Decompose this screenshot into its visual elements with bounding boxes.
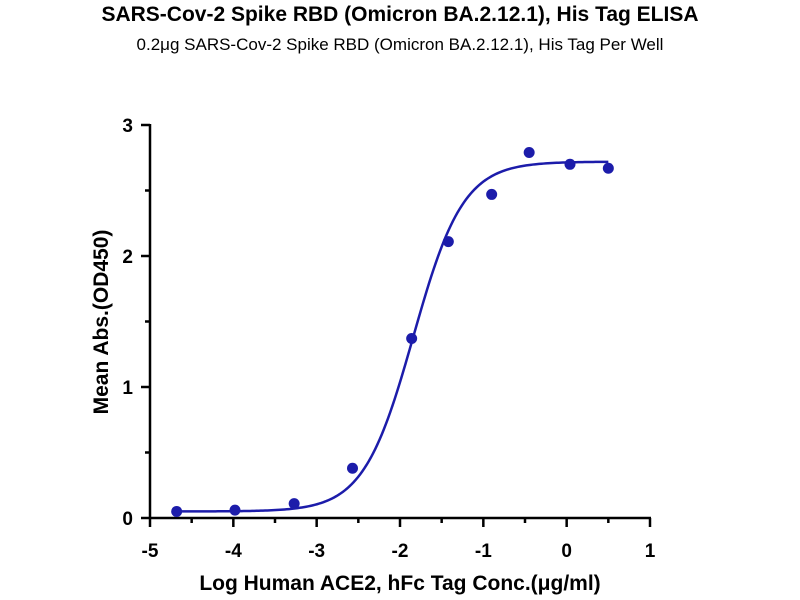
- y-axis-label: Mean Abs.(OD450): [90, 230, 113, 415]
- data-point: [171, 505, 183, 517]
- x-tick-label: -4: [225, 541, 242, 562]
- fit-curve: [176, 160, 609, 513]
- y-tick-label: 1: [122, 378, 133, 399]
- x-tick-label: -2: [392, 541, 409, 562]
- data-point: [564, 158, 576, 170]
- data-point: [288, 498, 300, 510]
- x-tick-label: 0: [561, 541, 572, 562]
- y-tick-label: 2: [122, 247, 133, 268]
- axes: 0 1 2 3 -5 -4 -3 -2 -1 0 1: [122, 116, 655, 562]
- data-point: [602, 162, 614, 174]
- data-point: [229, 504, 241, 516]
- data-point: [442, 236, 454, 248]
- data-point: [347, 462, 358, 474]
- fit-curve-layer: [176, 160, 609, 513]
- x-tick-label: -3: [308, 541, 325, 562]
- y-tick-label: 0: [122, 509, 133, 530]
- data-points-layer: [171, 147, 614, 517]
- x-tick-label: 1: [645, 541, 656, 562]
- x-axis-label: Log Human ACE2, hFc Tag Conc.(μg/ml): [199, 572, 600, 595]
- chart-title: SARS-Cov-2 Spike RBD (Omicron BA.2.12.1)…: [101, 3, 699, 26]
- data-point: [406, 333, 418, 345]
- data-point: [486, 188, 498, 200]
- chart-subtitle: 0.2μg SARS-Cov-2 Spike RBD (Omicron BA.2…: [136, 35, 664, 54]
- x-tick-label: -1: [475, 541, 492, 562]
- y-tick-label: 3: [122, 116, 133, 137]
- data-point: [523, 147, 535, 159]
- x-tick-label: -5: [142, 541, 159, 562]
